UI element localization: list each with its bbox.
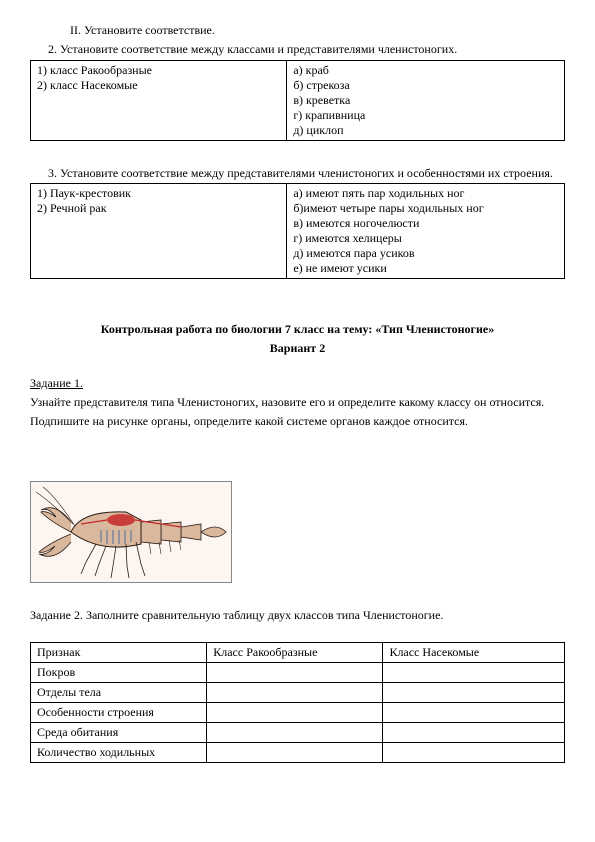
q2-table: 1) класс Ракообразные 2) класс Насекомые…	[30, 60, 565, 141]
q2-right-b: б) стрекоза	[293, 78, 558, 93]
row-sreda: Среда обитания	[31, 723, 207, 743]
q2-prompt: 2. Установите соответствие между классам…	[30, 41, 565, 58]
q2-right-cell: а) краб б) стрекоза в) креветка г) крапи…	[287, 60, 565, 140]
variant2-title2: Вариант 2	[30, 340, 565, 357]
q2-right-c: в) креветка	[293, 93, 558, 108]
q3-left-1: 1) Паук-крестовик	[37, 186, 280, 201]
q3-right-c: в) имеются ногочелюсти	[293, 216, 558, 231]
q2-right-a: а) краб	[293, 63, 558, 78]
row-pokrov: Покров	[31, 663, 207, 683]
q3-right-a: а) имеют пять пар ходильных ног	[293, 186, 558, 201]
task1-label: Задание 1.	[30, 375, 565, 392]
q2-left-1: 1) класс Ракообразные	[37, 63, 280, 78]
q3-left-2: 2) Речной рак	[37, 201, 280, 216]
q3-right-cell: а) имеют пять пар ходильных ног б)имеют …	[287, 184, 565, 279]
row-osob: Особенности строения	[31, 703, 207, 723]
row-otdely: Отделы тела	[31, 683, 207, 703]
q2-left-cell: 1) класс Ракообразные 2) класс Насекомые	[31, 60, 287, 140]
table-row: Особенности строения	[31, 703, 565, 723]
q2-right-d: г) крапивница	[293, 108, 558, 123]
row-kolich: Количество ходильных	[31, 743, 207, 763]
th-nasek: Класс Насекомые	[383, 643, 565, 663]
task1-line2: Подпишите на рисунке органы, определите …	[30, 413, 565, 430]
th-priznak: Признак	[31, 643, 207, 663]
task2-prompt: Задание 2. Заполните сравнительную табли…	[30, 607, 565, 624]
q3-right-e: д) имеются пара усиков	[293, 246, 558, 261]
table-row: Покров	[31, 663, 565, 683]
task2-table: Признак Класс Ракообразные Класс Насеком…	[30, 642, 565, 763]
q3-right-d: г) имеются хелицеры	[293, 231, 558, 246]
table-row: Отделы тела	[31, 683, 565, 703]
crayfish-figure	[30, 481, 232, 583]
table-row: Среда обитания	[31, 723, 565, 743]
q3-prompt: 3. Установите соответствие между предста…	[30, 165, 565, 182]
task1-line1: Узнайте представителя типа Членистоногих…	[30, 394, 565, 411]
q3-left-cell: 1) Паук-крестовик 2) Речной рак	[31, 184, 287, 279]
q3-table: 1) Паук-крестовик 2) Речной рак а) имеют…	[30, 183, 565, 279]
variant2-title1: Контрольная работа по биологии 7 класс н…	[30, 321, 565, 338]
q2-left-2: 2) класс Насекомые	[37, 78, 280, 93]
q3-right-f: е) не имеют усики	[293, 261, 558, 276]
q2-right-e: д) циклоп	[293, 123, 558, 138]
q3-right-b: б)имеют четыре пары ходильных ног	[293, 201, 558, 216]
section2-heading: II. Установите соответствие.	[30, 22, 565, 39]
th-rako: Класс Ракообразные	[207, 643, 383, 663]
table-row: Количество ходильных	[31, 743, 565, 763]
